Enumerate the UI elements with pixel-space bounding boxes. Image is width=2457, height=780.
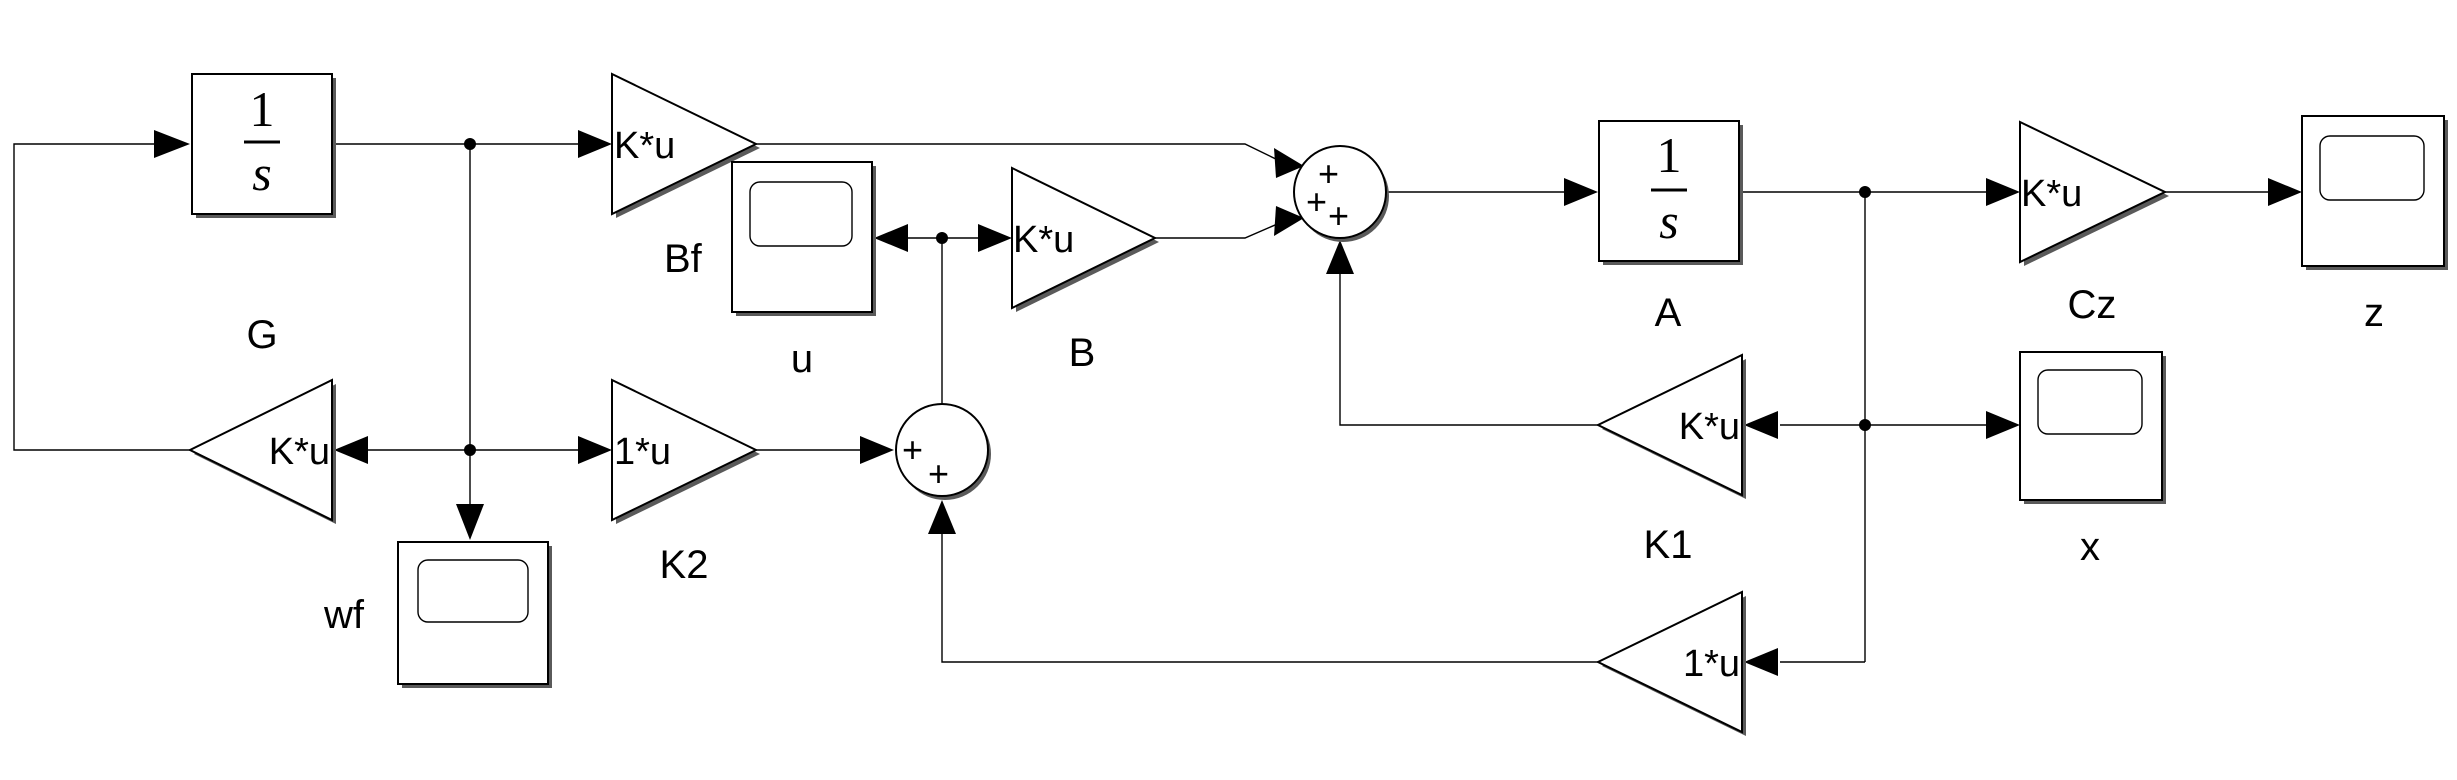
integrator-block-w[interactable]: 1 s bbox=[191, 73, 336, 218]
gain-block-bf[interactable]: K*u bbox=[611, 72, 760, 218]
branch-dot-w-bottom bbox=[464, 444, 476, 456]
arrow-into-g bbox=[334, 436, 368, 464]
integrator-x-numerator: 1 bbox=[1657, 127, 1682, 183]
arrow-into-unity bbox=[1744, 648, 1778, 676]
gain-block-cz[interactable]: K*u bbox=[2019, 120, 2169, 266]
label-x: x bbox=[2080, 525, 2100, 569]
label-bf: Bf bbox=[664, 237, 703, 281]
label-wf: wf bbox=[323, 593, 365, 637]
arrow-into-integrator-x bbox=[1564, 178, 1598, 206]
wire-k1-to-sum bbox=[1339, 268, 1598, 426]
label-b: B bbox=[1069, 331, 1096, 375]
integrator-block-x[interactable]: 1 s bbox=[1598, 120, 1743, 265]
arrow-into-bf bbox=[578, 130, 612, 158]
label-g: G bbox=[246, 313, 277, 357]
gain-cz-text: K*u bbox=[2021, 173, 2082, 215]
sum-block-main[interactable]: + + + bbox=[1293, 145, 1389, 242]
gain-unity-text: 1*u bbox=[1683, 643, 1740, 685]
branch-points bbox=[464, 138, 1871, 456]
gain-b-text: K*u bbox=[1013, 219, 1074, 261]
label-u: u bbox=[791, 337, 813, 381]
arrow-into-wf bbox=[456, 504, 484, 540]
integrator-w-numerator: 1 bbox=[250, 81, 275, 137]
wire-g-to-integrator bbox=[13, 143, 190, 451]
sum-main-sign-1: + bbox=[1318, 153, 1339, 194]
sum-u-sign-1: + bbox=[902, 429, 923, 470]
label-k2: K2 bbox=[660, 543, 709, 587]
arrow-into-b bbox=[978, 224, 1012, 252]
integrator-x-denominator: s bbox=[1659, 193, 1678, 249]
arrow-into-scope-x bbox=[1986, 411, 2020, 439]
arrow-into-cz bbox=[1986, 178, 2020, 206]
arrow-into-sum-main-top bbox=[1274, 148, 1304, 178]
branch-dot-u bbox=[936, 232, 948, 244]
branch-dot-x-top bbox=[1859, 186, 1871, 198]
arrow-into-sum-main-mid bbox=[1274, 206, 1304, 236]
gain-block-k1[interactable]: K*u bbox=[1595, 353, 1746, 499]
label-z: z bbox=[2364, 291, 2384, 335]
scope-block-wf[interactable] bbox=[397, 541, 552, 688]
gain-k1-text: K*u bbox=[1679, 406, 1740, 448]
arrow-into-sum-main-bottom bbox=[1326, 240, 1354, 274]
sum-block-u[interactable]: + + bbox=[895, 403, 991, 500]
gain-block-b[interactable]: K*u bbox=[1011, 166, 1159, 312]
scope-block-x[interactable] bbox=[2019, 351, 2166, 504]
integrator-w-denominator: s bbox=[252, 145, 271, 201]
branch-dot-w-top bbox=[464, 138, 476, 150]
scope-x-screen bbox=[2037, 369, 2143, 435]
scope-wf-screen bbox=[417, 559, 529, 623]
gain-block-unity[interactable]: 1*u bbox=[1595, 590, 1746, 736]
sum-main-sign-2: + bbox=[1306, 181, 1327, 222]
sum-u-sign-2: + bbox=[928, 453, 949, 494]
label-a: A bbox=[1655, 291, 1682, 335]
scope-z-screen bbox=[2319, 135, 2425, 201]
scope-block-z[interactable] bbox=[2301, 115, 2448, 270]
wire-unity-to-sum-u bbox=[941, 534, 1598, 663]
gain-block-g[interactable]: K*u bbox=[187, 378, 336, 524]
arrow-into-k1 bbox=[1744, 411, 1778, 439]
wire-b-to-sum bbox=[1155, 221, 1283, 239]
gain-block-k2[interactable]: 1*u bbox=[611, 378, 760, 524]
signal-wires bbox=[13, 143, 2272, 663]
arrow-into-integrator-w bbox=[154, 130, 190, 158]
arrow-into-sum-u-left bbox=[860, 436, 894, 464]
gain-k2-text: 1*u bbox=[614, 431, 671, 473]
scope-block-u[interactable] bbox=[731, 161, 876, 316]
label-cz: Cz bbox=[2068, 283, 2117, 327]
gain-bf-text: K*u bbox=[614, 125, 675, 167]
arrow-into-k2 bbox=[578, 436, 612, 464]
gain-g-text: K*u bbox=[269, 431, 330, 473]
label-k1: K1 bbox=[1644, 523, 1693, 567]
scope-u-screen bbox=[749, 181, 853, 247]
branch-dot-x-mid bbox=[1859, 419, 1871, 431]
arrowheads bbox=[154, 130, 2302, 676]
arrow-into-sum-u-bottom bbox=[928, 500, 956, 534]
wire-bf-to-sum bbox=[756, 143, 1283, 163]
arrow-into-scope-z bbox=[2268, 178, 2302, 206]
sum-main-sign-3: + bbox=[1328, 195, 1349, 236]
arrow-into-scope-u bbox=[874, 224, 908, 252]
